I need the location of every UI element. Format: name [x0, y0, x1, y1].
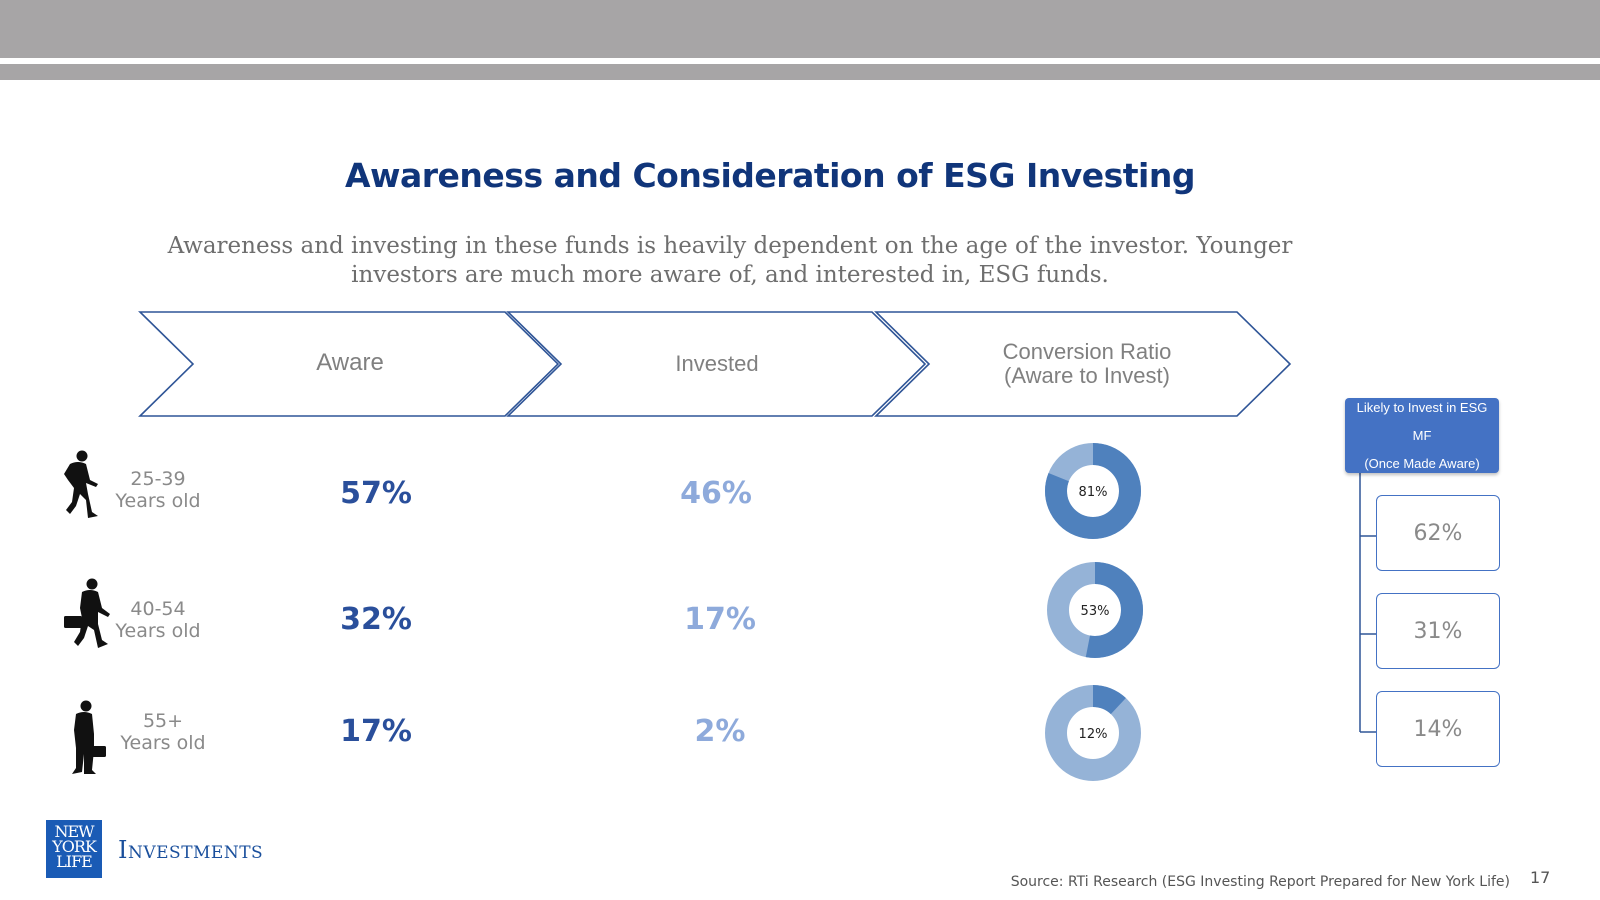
standing-person-briefcase-icon	[72, 700, 106, 774]
chevron-aware	[138, 311, 560, 417]
chevron-conversion	[874, 311, 1292, 417]
stage-label-conversion: Conversion Ratio (Aware to Invest)	[967, 340, 1207, 388]
conversion-donut-40-54: 53%	[1047, 562, 1143, 658]
walking-person-backpack-icon	[64, 450, 98, 518]
conversion-donut-55-plus: 12%	[1045, 685, 1141, 781]
age-suffix: Years old	[115, 490, 201, 512]
logo-line-3: LIFE	[56, 852, 93, 871]
likely-header-line-2: MF	[1412, 427, 1432, 443]
header-divider	[0, 64, 1600, 80]
aware-value-40-54: 32%	[340, 602, 412, 637]
invested-value-55-plus: 2%	[694, 714, 746, 749]
donut-value-arc	[1047, 562, 1143, 658]
brand-investments: Investments	[118, 836, 264, 864]
source-note: Source: RTi Research (ESG Investing Repo…	[1010, 874, 1510, 890]
age-suffix: Years old	[115, 620, 201, 642]
likely-header-line-1: Likely to Invest in ESG	[1356, 399, 1488, 415]
logo-line-1: NEW	[54, 822, 94, 841]
age-range: 25-39	[130, 468, 186, 490]
walking-person-briefcase-icon	[64, 578, 110, 648]
age-range: 55+	[142, 710, 184, 732]
age-label-55-plus: 55+ Years old	[93, 710, 233, 754]
conversion-donut-25-39: 81%	[1045, 443, 1141, 539]
likely-value-40-54: 31%	[1376, 593, 1500, 669]
age-label-25-39: 25-39 Years old	[88, 468, 228, 512]
age-range: 40-54	[130, 598, 186, 620]
slide-title: Awareness and Consideration of ESG Inves…	[344, 156, 1196, 195]
invested-value-40-54: 17%	[684, 602, 756, 637]
logo-line-2: YORK	[52, 837, 97, 856]
aware-value-25-39: 57%	[340, 476, 412, 511]
stage-label-invested: Invested	[675, 351, 759, 376]
conversion-line-2: (Aware to Invest)	[1004, 363, 1170, 388]
slide-subtitle: Awareness and investing in these funds i…	[167, 233, 1293, 288]
invested-value-25-39: 46%	[680, 476, 752, 511]
age-label-40-54: 40-54 Years old	[88, 598, 228, 642]
aware-value-55-plus: 17%	[340, 714, 412, 749]
age-suffix: Years old	[120, 732, 206, 754]
new-york-life-logo: NEW YORK LIFE	[46, 820, 102, 878]
likely-value-25-39: 62%	[1376, 495, 1500, 571]
likely-value-55-plus: 14%	[1376, 691, 1500, 767]
conversion-line-1: Conversion Ratio	[1002, 339, 1172, 364]
stage-label-aware: Aware	[316, 349, 384, 376]
page-number: 17	[1530, 868, 1551, 887]
likely-to-invest-header: Likely to Invest in ESG MF (Once Made Aw…	[1345, 398, 1499, 473]
likely-header-line-3: (Once Made Aware)	[1364, 455, 1480, 471]
chevron-invested	[506, 311, 927, 417]
header-bar	[0, 0, 1600, 58]
donut-value-arc	[1045, 685, 1141, 781]
donut-label: 53%	[1081, 604, 1110, 619]
donut-label: 12%	[1079, 727, 1108, 742]
donut-label: 81%	[1079, 485, 1108, 500]
donut-value-arc	[1045, 443, 1141, 539]
